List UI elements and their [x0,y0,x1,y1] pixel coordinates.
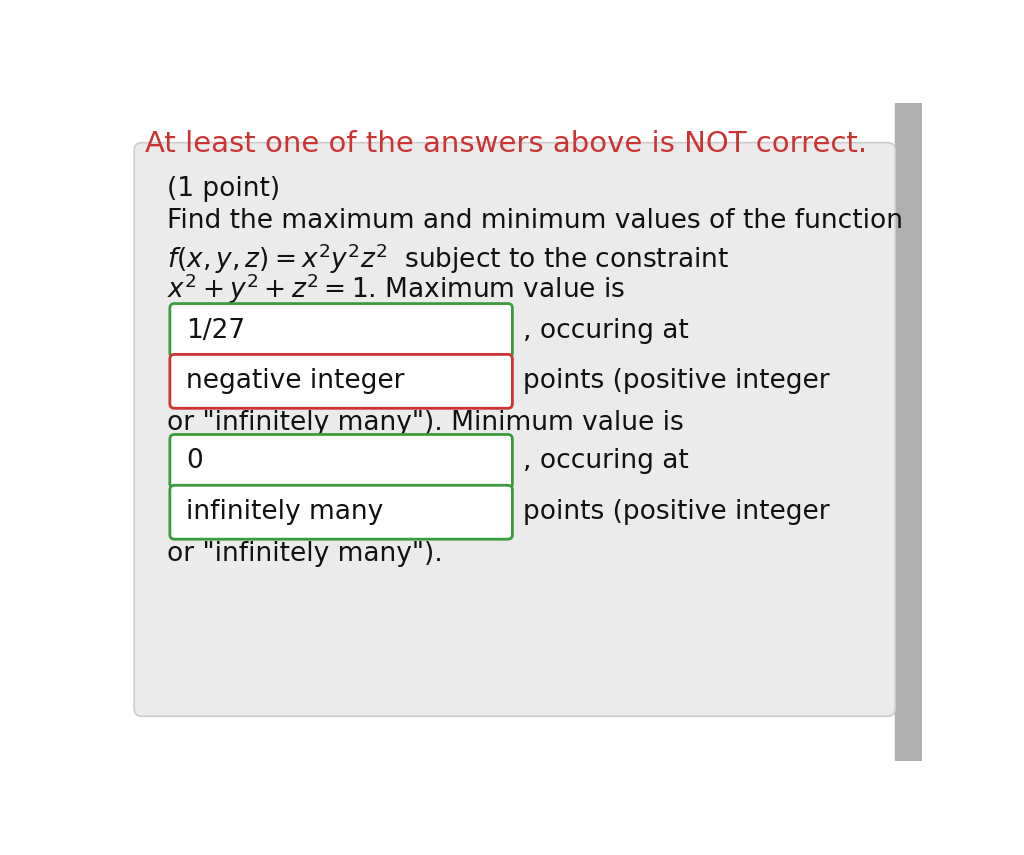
Text: or "infinitely many"). Minimum value is: or "infinitely many"). Minimum value is [167,410,683,436]
Text: (1 point): (1 point) [167,176,280,202]
Text: infinitely many: infinitely many [186,499,383,525]
Bar [895,103,922,761]
Text: , occuring at: , occuring at [523,317,689,344]
Text: Find the maximum and minimum values of the function: Find the maximum and minimum values of t… [167,208,903,234]
Text: 0: 0 [186,448,203,475]
FancyBboxPatch shape [170,486,512,540]
Text: $x^2 + y^2 + z^2 = 1$. Maximum value is: $x^2 + y^2 + z^2 = 1$. Maximum value is [167,272,625,306]
Text: , occuring at: , occuring at [523,448,689,475]
FancyBboxPatch shape [134,143,895,716]
Text: points (positive integer: points (positive integer [523,499,829,525]
Text: 1/27: 1/27 [186,317,246,344]
Text: $f(x, y, z) = x^2y^2z^2$  subject to the constraint: $f(x, y, z) = x^2y^2z^2$ subject to the … [167,241,729,275]
FancyBboxPatch shape [170,354,512,409]
FancyBboxPatch shape [170,434,512,488]
FancyBboxPatch shape [170,304,512,357]
Text: points (positive integer: points (positive integer [523,369,829,394]
Text: negative integer: negative integer [186,369,404,394]
Text: or "infinitely many").: or "infinitely many"). [167,540,442,567]
Text: At least one of the answers above is NOT correct.: At least one of the answers above is NOT… [145,130,867,157]
